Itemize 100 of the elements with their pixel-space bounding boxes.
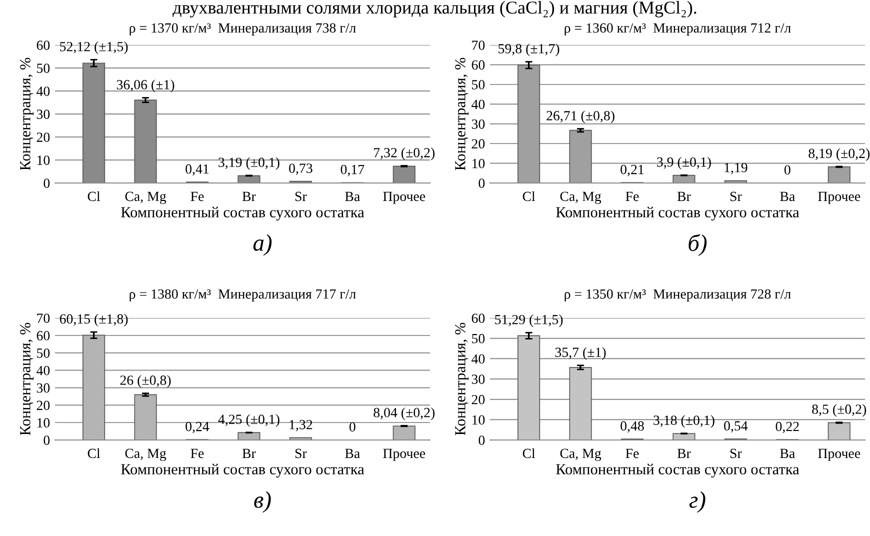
y-tick-label: 40 [472, 354, 485, 364]
y-tick-label: 60 [472, 60, 485, 70]
data-label: 0,48 [620, 421, 644, 433]
data-label: 1,19 [724, 162, 748, 174]
text: б) [688, 234, 707, 256]
y-tick-label: 10 [472, 158, 485, 168]
x-tick-label: Ca, Mg [125, 448, 166, 461]
chart-title: ρ = 1350 кг/м³ Минерализация 728 г/л [564, 289, 791, 302]
x-axis-title: Компонентный состав сухого остатка [121, 464, 364, 478]
y-tick-label: 20 [472, 139, 485, 149]
y-tick-label: 10 [472, 415, 485, 425]
data-label: 26,71 (±0,8) [546, 110, 614, 124]
x-tick-label: Sr [730, 448, 742, 458]
x-tick-label: Прочее [383, 192, 426, 204]
x-tick-label: Br [242, 448, 256, 458]
y-tick-label: 10 [37, 418, 50, 428]
text: а) [253, 234, 272, 256]
data-label: 3,19 (±0,1) [218, 157, 280, 170]
data-label: 0,17 [340, 164, 364, 176]
y-tick-label: 0 [44, 178, 50, 188]
y-tick-label: 50 [37, 64, 50, 73]
data-label: 1,32 [290, 420, 312, 432]
y-axis-title: Концентрация, % [20, 58, 34, 170]
data-label: 51,29 (±1,5) [495, 314, 563, 328]
x-tick-label: Ca, Mg [560, 192, 602, 204]
chart-title: ρ = 1370 кг/м³ Минерализация 738 г/л [130, 23, 356, 36]
y-axis-title: Концентрация, % [455, 58, 468, 170]
x-tick-label: Cl [88, 448, 100, 458]
x-tick-label: Прочее [383, 448, 426, 461]
y-tick-label: 50 [37, 348, 50, 358]
data-label: 60,15 (±1,8) [60, 314, 128, 326]
y-tick-label: 60 [36, 331, 50, 340]
x-tick-label: Br [242, 192, 256, 202]
y-tick-label: 60 [472, 314, 485, 323]
x-tick-label: Br [677, 192, 691, 202]
y-tick-label: 0 [44, 436, 50, 445]
data-label: 8,19 (±0,2) [808, 148, 870, 161]
text: г) [689, 491, 706, 513]
x-tick-label: Ba [345, 448, 360, 458]
y-tick-label: 60 [36, 40, 50, 50]
y-tick-label: 0 [478, 178, 485, 188]
x-tick-label: Fe [626, 192, 639, 202]
x-tick-label: Прочее [818, 192, 860, 204]
text: двухвалентными солями хлорида кальция (CaCl₂) и магния (MgCl₂). [172, 1, 696, 18]
x-tick-label: Ca, Mg [560, 448, 602, 461]
x-tick-label: Ba [780, 192, 795, 202]
y-tick-label: 30 [472, 119, 485, 129]
y-tick-label: 40 [36, 86, 50, 96]
y-tick-label: 50 [472, 80, 485, 90]
y-tick-label: 70 [472, 40, 485, 50]
data-label: 0,22 [776, 422, 799, 434]
x-axis-title: Компонентный состав сухого остатка [121, 206, 364, 221]
chart-title: ρ = 1380 кг/м³ Минерализация 717 г/л [130, 289, 356, 302]
y-tick-label: 40 [36, 366, 50, 376]
x-tick-label: Cl [88, 191, 100, 202]
data-label: 0,24 [186, 422, 210, 434]
data-label: 7,32 (±0,2) [374, 148, 435, 160]
data-label: 26 (±0,8) [120, 375, 171, 388]
data-label: 0 [349, 422, 356, 432]
y-tick-label: 20 [36, 400, 50, 410]
x-tick-label: Прочее [818, 448, 860, 461]
y-tick-label: 40 [472, 100, 485, 110]
x-tick-label: Fe [190, 192, 204, 202]
x-tick-label: Fe [190, 448, 204, 458]
y-tick-label: 20 [36, 132, 50, 142]
data-label: 0,21 [620, 164, 644, 176]
x-tick-label: Ca, Mg [125, 192, 166, 204]
x-tick-label: Sr [295, 448, 307, 458]
x-tick-label: Ba [345, 192, 360, 202]
x-tick-label: Sr [730, 192, 742, 202]
data-label: 4,25 (±0,1) [218, 414, 280, 427]
data-label: 0,41 [186, 164, 209, 176]
y-axis-title: Концентрация, % [455, 322, 468, 436]
data-label: 59,8 (±1,7) [498, 44, 560, 56]
x-tick-label: Ba [780, 448, 795, 458]
data-label: 36,06 (±1) [116, 80, 174, 92]
data-label: 35,7 (±1) [555, 347, 606, 360]
x-tick-label: Fe [626, 448, 639, 458]
data-label: 3,9 (±0,1) [657, 156, 711, 170]
x-tick-label: Cl [522, 448, 536, 458]
text: в) [254, 491, 271, 513]
data-label: 52,12 (±1,5) [60, 42, 128, 54]
x-tick-label: Cl [522, 191, 536, 202]
y-axis-title: Концентрация, % [20, 322, 34, 436]
data-label: 8,04 (±0,2) [374, 407, 435, 420]
y-tick-label: 20 [472, 394, 485, 404]
chart-title: ρ = 1360 кг/м³ Минерализация 712 г/л [564, 23, 791, 36]
data-label: 0,54 [724, 421, 748, 433]
y-tick-label: 30 [36, 110, 50, 119]
y-tick-label: 30 [472, 374, 485, 384]
x-tick-label: Sr [295, 192, 307, 202]
x-axis-title: Компонентный состав сухого остатка [556, 206, 800, 221]
y-tick-label: 0 [478, 436, 485, 445]
data-label: 8,5 (±0,2) [812, 404, 866, 417]
y-tick-label: 50 [472, 334, 485, 344]
y-tick-label: 70 [37, 314, 50, 323]
data-label: 0 [784, 165, 790, 175]
x-axis-title: Компонентный состав сухого остатка [556, 464, 800, 478]
data-label: 3,18 (±0,1) [654, 415, 714, 428]
x-tick-label: Br [677, 448, 691, 458]
